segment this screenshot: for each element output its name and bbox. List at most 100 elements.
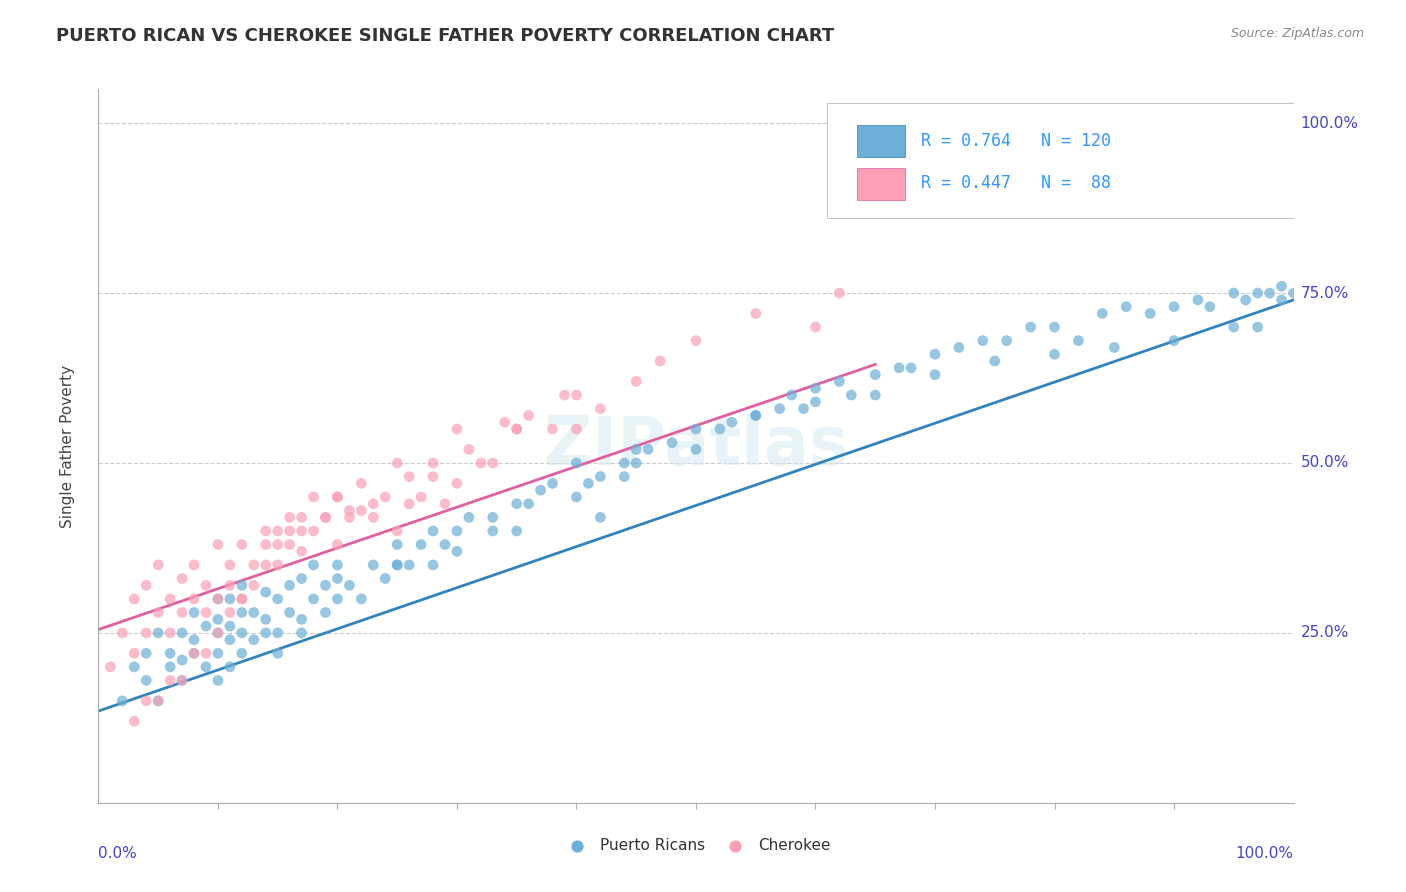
Point bbox=[219, 619, 242, 633]
Point bbox=[278, 524, 301, 538]
Point bbox=[148, 606, 170, 620]
Point bbox=[446, 544, 468, 558]
Point bbox=[385, 558, 409, 572]
Point bbox=[254, 537, 277, 551]
Point bbox=[1163, 300, 1185, 314]
Point bbox=[207, 646, 229, 660]
Point bbox=[350, 476, 373, 491]
Point bbox=[517, 409, 540, 423]
Point bbox=[291, 572, 314, 586]
Text: 25.0%: 25.0% bbox=[1301, 625, 1348, 640]
Point bbox=[159, 673, 181, 688]
Point bbox=[613, 456, 636, 470]
Point bbox=[315, 578, 337, 592]
Point bbox=[398, 497, 420, 511]
Point bbox=[207, 537, 229, 551]
Point bbox=[243, 558, 266, 572]
Point bbox=[135, 694, 157, 708]
Point bbox=[565, 490, 588, 504]
Point bbox=[541, 476, 564, 491]
Point bbox=[1234, 293, 1257, 307]
Point bbox=[207, 673, 229, 688]
Point bbox=[565, 422, 588, 436]
Point bbox=[291, 612, 314, 626]
Point bbox=[172, 673, 194, 688]
Point bbox=[231, 591, 253, 606]
Point bbox=[135, 578, 157, 592]
Point bbox=[793, 401, 815, 416]
Point bbox=[124, 646, 146, 660]
Point bbox=[291, 524, 314, 538]
Point bbox=[172, 673, 194, 688]
Text: 50.0%: 50.0% bbox=[1301, 456, 1348, 470]
Point bbox=[458, 510, 481, 524]
Point bbox=[446, 476, 468, 491]
Point bbox=[1187, 293, 1209, 307]
Point bbox=[183, 646, 205, 660]
Point bbox=[411, 490, 433, 504]
Point bbox=[207, 591, 229, 606]
Point bbox=[506, 497, 529, 511]
Point bbox=[278, 510, 301, 524]
Point bbox=[267, 646, 290, 660]
Text: Source: ZipAtlas.com: Source: ZipAtlas.com bbox=[1230, 27, 1364, 40]
Point bbox=[148, 558, 170, 572]
Point bbox=[195, 660, 218, 674]
Point bbox=[709, 422, 731, 436]
Point bbox=[219, 606, 242, 620]
Point bbox=[1271, 293, 1294, 307]
Point bbox=[924, 347, 946, 361]
Point bbox=[626, 442, 648, 457]
Point bbox=[302, 524, 325, 538]
Point bbox=[648, 354, 672, 368]
Point bbox=[267, 591, 290, 606]
Point bbox=[565, 456, 588, 470]
Point bbox=[231, 606, 253, 620]
Point bbox=[267, 558, 290, 572]
Point bbox=[1104, 341, 1126, 355]
Point bbox=[159, 646, 181, 660]
Point bbox=[565, 388, 588, 402]
Point bbox=[422, 524, 444, 538]
Point bbox=[291, 510, 314, 524]
Point bbox=[1271, 279, 1294, 293]
Point bbox=[1067, 334, 1090, 348]
Point bbox=[267, 524, 290, 538]
Point bbox=[1043, 347, 1066, 361]
Point bbox=[278, 606, 301, 620]
Point bbox=[183, 646, 205, 660]
Point bbox=[159, 626, 181, 640]
Point bbox=[481, 524, 505, 538]
Point bbox=[1163, 334, 1185, 348]
Point bbox=[159, 591, 181, 606]
Point bbox=[613, 469, 636, 483]
Point bbox=[326, 558, 349, 572]
Point bbox=[865, 388, 887, 402]
Point bbox=[183, 591, 205, 606]
Point bbox=[339, 503, 361, 517]
Point bbox=[267, 626, 290, 640]
Point bbox=[254, 612, 277, 626]
Text: ZIPatlas: ZIPatlas bbox=[544, 413, 848, 479]
Text: R = 0.447   N =  88: R = 0.447 N = 88 bbox=[921, 175, 1111, 193]
Point bbox=[374, 572, 396, 586]
Point bbox=[124, 714, 146, 729]
Point bbox=[804, 320, 827, 334]
Point bbox=[768, 401, 790, 416]
Point bbox=[350, 591, 373, 606]
Point bbox=[254, 626, 277, 640]
Point bbox=[589, 510, 612, 524]
Text: 100.0%: 100.0% bbox=[1301, 116, 1358, 131]
Point bbox=[207, 591, 229, 606]
Point bbox=[207, 612, 229, 626]
Point bbox=[685, 334, 707, 348]
Point bbox=[195, 578, 218, 592]
Text: 75.0%: 75.0% bbox=[1301, 285, 1348, 301]
Point bbox=[195, 646, 218, 660]
Point bbox=[195, 606, 218, 620]
Point bbox=[1199, 300, 1222, 314]
Point bbox=[315, 510, 337, 524]
Point bbox=[434, 497, 457, 511]
Point bbox=[385, 524, 409, 538]
Point bbox=[363, 510, 385, 524]
